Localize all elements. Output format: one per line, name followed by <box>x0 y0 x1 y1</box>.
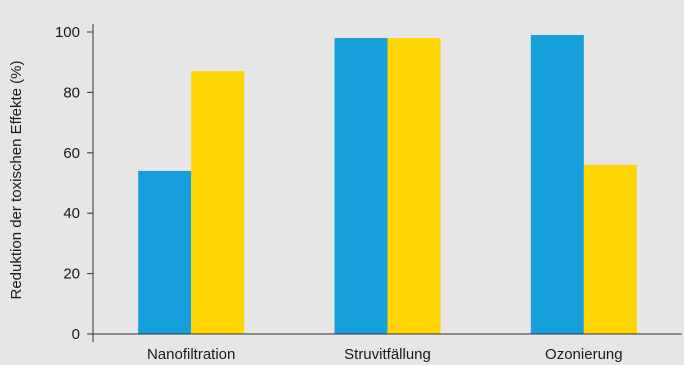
x-axis-labels: Nanofiltration Struvitfällung Ozonierung <box>147 346 623 363</box>
bar-yellow <box>191 71 245 334</box>
y-tick-label: 60 <box>63 145 80 162</box>
y-tick-label: 40 <box>63 205 80 222</box>
x-category-label: Struvitfällung <box>344 346 431 363</box>
y-tick-label: 100 <box>55 24 80 41</box>
bar-yellow <box>583 164 637 334</box>
y-tick-label: 80 <box>63 84 80 101</box>
y-tick-label: 0 <box>72 326 80 343</box>
y-axis-ticks: 0 20 40 60 80 100 <box>55 24 93 343</box>
bars-group <box>138 35 637 335</box>
y-axis-title: Reduktion der toxischen Effekte (%) <box>8 60 25 299</box>
x-category-label: Ozonierung <box>545 346 623 363</box>
bar-blue <box>138 170 192 334</box>
x-category-label: Nanofiltration <box>147 346 235 363</box>
y-tick-label: 20 <box>63 266 80 283</box>
bar-blue <box>334 38 388 334</box>
bar-blue <box>530 35 584 335</box>
bar-yellow <box>387 38 441 334</box>
